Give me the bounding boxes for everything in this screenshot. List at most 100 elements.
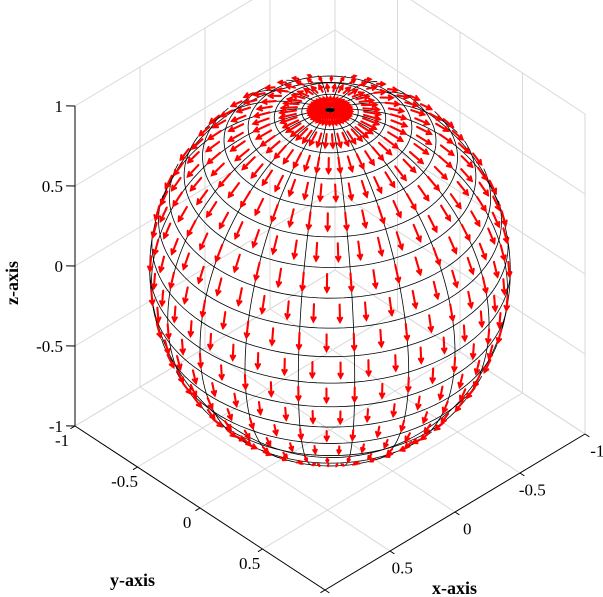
vector-arrow-head [377, 154, 385, 162]
vector-arrow-head [483, 366, 490, 374]
vector-arrow [294, 80, 305, 86]
vector-arrow-head [276, 79, 284, 86]
vector-arrow [383, 438, 389, 450]
vector-arrow [187, 320, 195, 339]
vector-arrow-head [366, 128, 374, 135]
vector-arrow-shaft [442, 336, 446, 354]
vector-arrow-head [396, 135, 405, 143]
vector-arrow-shaft [324, 133, 328, 149]
vector-arrow [377, 236, 385, 258]
vector-arrow-head [435, 258, 442, 267]
vector-arrow-head [415, 403, 422, 411]
vector-arrow [173, 162, 184, 177]
vector-arrow-head [472, 381, 479, 389]
vector-arrow [486, 344, 494, 361]
vector-arrow [252, 91, 266, 98]
vector-arrow [287, 208, 295, 229]
x-tick-mark [132, 466, 138, 471]
vector-arrow [451, 269, 459, 289]
vector-arrow [316, 462, 321, 468]
vector-arrow-head [418, 110, 427, 117]
vector-arrow-head [226, 413, 234, 422]
vector-arrow-shaft [478, 242, 487, 260]
vector-arrow-shaft [273, 144, 287, 160]
vector-arrow [412, 223, 422, 243]
vector-arrow-shaft [405, 193, 417, 211]
vector-arrow-shaft [191, 138, 204, 150]
vector-arrow-head [402, 93, 411, 100]
vector-arrow-shaft [439, 144, 455, 156]
vector-arrow [478, 242, 488, 261]
vector-arrow-head [379, 88, 388, 96]
vector-arrow [182, 286, 189, 305]
vector-arrow-shaft [250, 163, 264, 179]
vector-arrow-head [196, 277, 204, 285]
vector-arrow [360, 101, 379, 109]
vector-arrow [272, 423, 279, 437]
vector-arrow-shaft [206, 151, 222, 165]
vector-arrow [488, 179, 498, 196]
vector-arrow-head [190, 143, 198, 151]
vector-arrow [166, 353, 175, 370]
vector-arrow [395, 231, 404, 251]
vector-arrow [284, 83, 296, 90]
vector-arrow-head [421, 416, 428, 425]
vector-arrow-head [494, 204, 501, 212]
vector-arrow-shaft [271, 235, 279, 255]
vector-arrow [377, 328, 385, 349]
vector-arrow [390, 119, 409, 128]
vector-arrow [218, 364, 225, 382]
vector-arrow-shaft [392, 199, 402, 218]
vector-arrow [196, 189, 209, 206]
vector-arrow-shaft [166, 323, 170, 340]
vector-arrow-head [308, 139, 315, 147]
vector-arrow-shaft [413, 142, 429, 155]
vector-arrow-head [480, 204, 487, 213]
vector-arrow [306, 73, 313, 78]
vector-arrow-shaft [255, 129, 273, 140]
vector-arrow [303, 455, 309, 463]
vector-arrow [259, 294, 266, 315]
vector-arrow-head [159, 215, 166, 224]
vector-arrow-shaft [408, 150, 424, 165]
latitude-line [168, 163, 492, 299]
vector-arrow [496, 311, 503, 330]
vector-arrow [261, 169, 274, 187]
vector-arrow [292, 152, 303, 170]
vector-arrow [329, 74, 334, 82]
vector-arrow [408, 94, 421, 102]
vector-arrow [491, 294, 499, 313]
vector-arrow [177, 205, 188, 223]
z-tick-label: 0 [55, 257, 64, 276]
vector-arrow-head [362, 314, 370, 322]
vector-arrow-shaft [414, 256, 422, 276]
vector-arrow-head [379, 217, 386, 225]
vector-arrow [433, 165, 449, 181]
z-axis-label: z-axis [2, 261, 22, 305]
vector-arrow-head [310, 316, 317, 324]
vector-arrow [336, 132, 343, 149]
vector-arrow [427, 214, 438, 234]
vector-arrow-shaft [206, 201, 218, 218]
vector-arrow [357, 81, 369, 87]
vector-arrow [242, 92, 255, 99]
vector-arrow [324, 212, 331, 233]
vector-arrow-shaft [349, 272, 353, 292]
vector-arrow-head [392, 365, 399, 373]
vector-arrow-head [446, 137, 454, 145]
vector-arrow [372, 269, 379, 290]
vector-arrow-shaft [295, 127, 309, 141]
vector-arrow-head [191, 377, 199, 386]
vector-arrow-shaft [312, 303, 316, 323]
vector-arrow [168, 271, 175, 290]
vector-arrow-shaft [337, 156, 342, 174]
vector-arrow [204, 140, 221, 153]
vector-arrow-head [505, 271, 513, 279]
vector-arrow [405, 376, 412, 394]
vector-arrow-head [274, 87, 283, 94]
vector-arrow [310, 85, 319, 94]
vector-arrow-head [465, 392, 473, 400]
vector-arrow-shaft [487, 227, 496, 244]
vector-arrow [229, 343, 237, 362]
vector-arrow-shaft [177, 205, 188, 222]
